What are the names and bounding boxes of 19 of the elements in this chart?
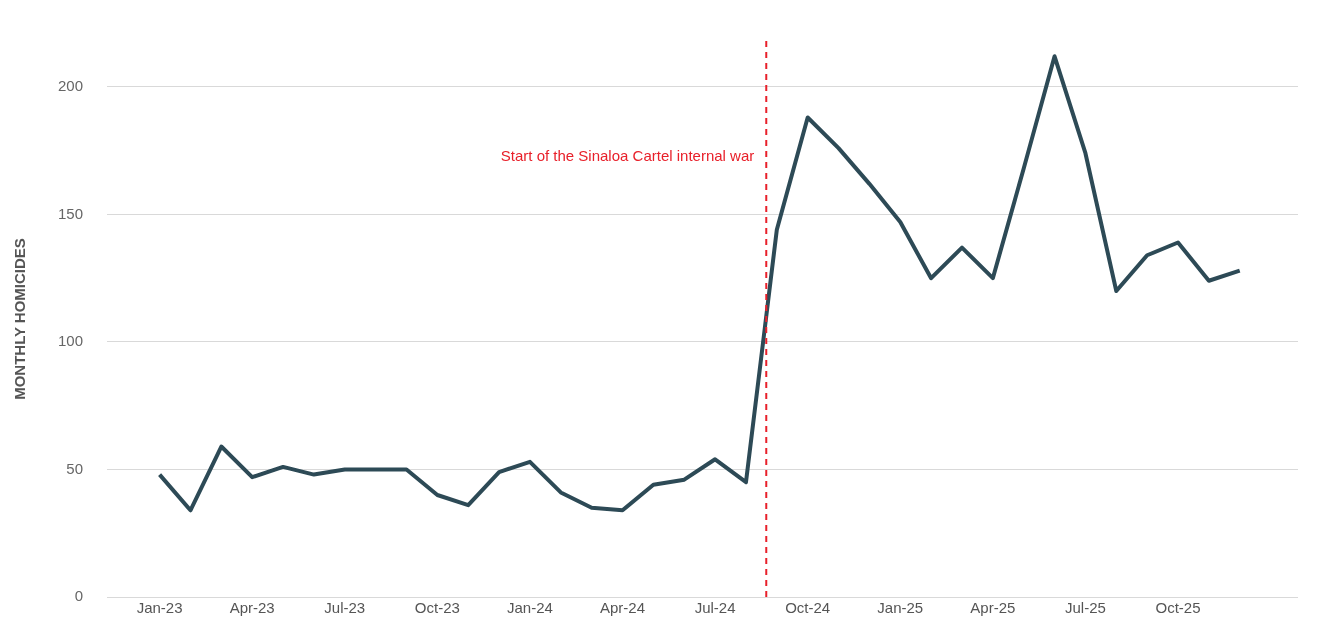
ref-line-label: Start of the Sinaloa Cartel internal war	[500, 147, 755, 165]
y-tick-label: 100	[58, 332, 84, 350]
x-tick-label: Oct-24	[785, 599, 831, 617]
y-axis-title: MONTHLY HOMICIDES	[11, 238, 29, 400]
x-tick-label: Oct-23	[414, 599, 460, 617]
x-tick-label: Apr-24	[600, 599, 646, 617]
y-tick-label: 0	[74, 587, 84, 605]
x-tick-label: Jan-23	[136, 599, 183, 617]
x-tick-label: Apr-25	[970, 599, 1016, 617]
x-tick-label: Jan-24	[507, 599, 553, 617]
x-tick-label: Jan-25	[877, 599, 924, 617]
y-tick-label: 150	[58, 204, 84, 222]
y-tick-label: 50	[66, 459, 84, 477]
x-tick-label: Jul-25	[1065, 599, 1106, 617]
x-tick-label: Oct-25	[1155, 599, 1201, 617]
y-tick-label: 200	[58, 77, 84, 95]
x-tick-label: Jul-24	[694, 599, 736, 617]
x-tick-label: Apr-23	[229, 599, 275, 617]
x-tick-label: Jul-23	[324, 599, 366, 617]
